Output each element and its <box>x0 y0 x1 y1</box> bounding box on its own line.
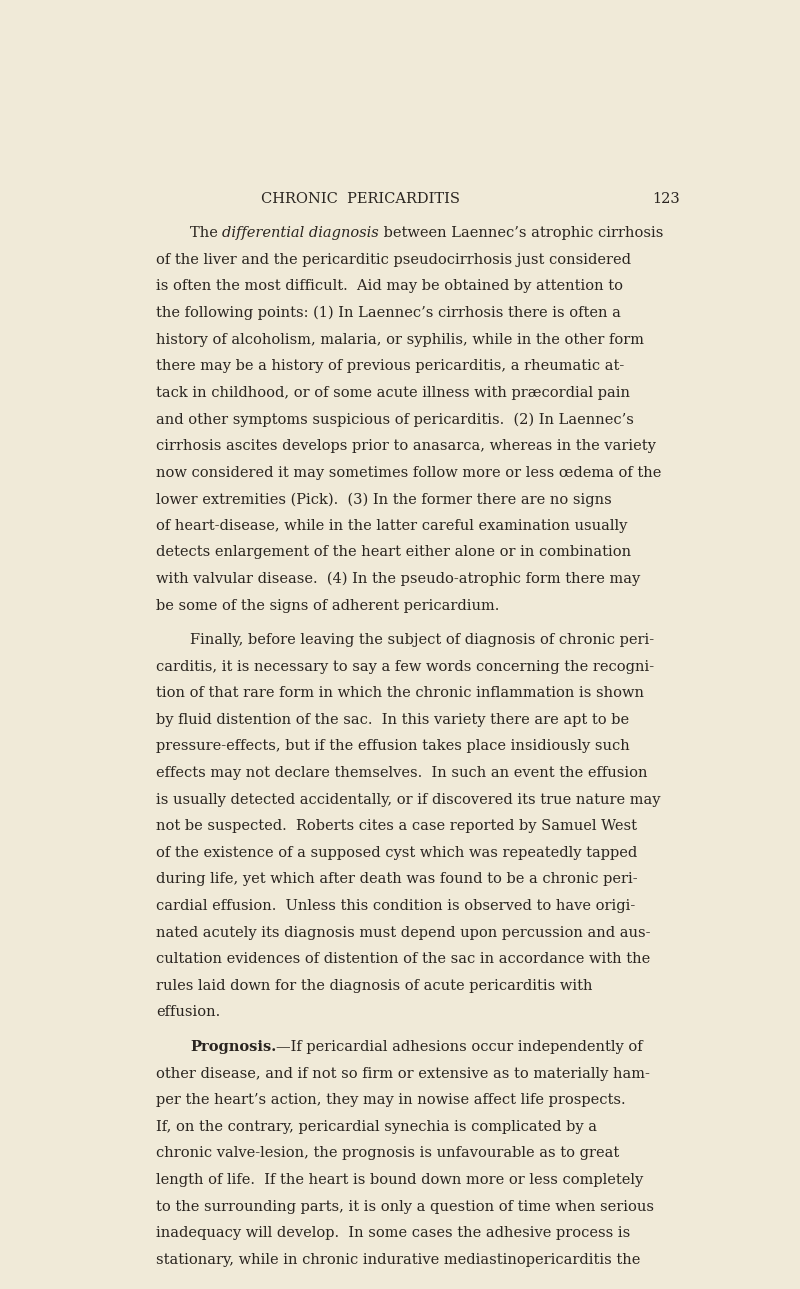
Text: Prognosis.: Prognosis. <box>190 1040 276 1054</box>
Text: of the existence of a supposed cyst which was repeatedly tapped: of the existence of a supposed cyst whic… <box>156 846 637 860</box>
Text: Finally, before leaving the subject of diagnosis of chronic peri-: Finally, before leaving the subject of d… <box>190 633 654 647</box>
Text: effusion.: effusion. <box>156 1005 220 1020</box>
Text: not be suspected.  Roberts cites a case reported by Samuel West: not be suspected. Roberts cites a case r… <box>156 820 637 833</box>
Text: carditis, it is necessary to say a few words concerning the recogni-: carditis, it is necessary to say a few w… <box>156 660 654 674</box>
Text: there may be a history of previous pericarditis, a rheumatic at-: there may be a history of previous peric… <box>156 360 624 373</box>
Text: length of life.  If the heart is bound down more or less completely: length of life. If the heart is bound do… <box>156 1173 643 1187</box>
Text: stationary, while in chronic indurative mediastinopericarditis the: stationary, while in chronic indurative … <box>156 1253 640 1267</box>
Text: during life, yet which after death was found to be a chronic peri-: during life, yet which after death was f… <box>156 873 638 887</box>
Text: 123: 123 <box>652 192 680 206</box>
Text: differential diagnosis: differential diagnosis <box>222 226 379 240</box>
Text: cultation evidences of distention of the sac in accordance with the: cultation evidences of distention of the… <box>156 953 650 967</box>
Text: the following points: (1) In Laennec’s cirrhosis there is often a: the following points: (1) In Laennec’s c… <box>156 305 621 321</box>
Text: If, on the contrary, pericardial synechia is complicated by a: If, on the contrary, pericardial synechi… <box>156 1120 597 1134</box>
Text: tack in childhood, or of some acute illness with præcordial pain: tack in childhood, or of some acute illn… <box>156 385 630 400</box>
Text: is often the most difficult.  Aid may be obtained by attention to: is often the most difficult. Aid may be … <box>156 280 622 294</box>
Text: pressure-effects, but if the effusion takes place insidiously such: pressure-effects, but if the effusion ta… <box>156 740 630 754</box>
Text: lower extremities (Pick).  (3) In the former there are no signs: lower extremities (Pick). (3) In the for… <box>156 492 611 507</box>
Text: effects may not declare themselves.  In such an event the effusion: effects may not declare themselves. In s… <box>156 766 647 780</box>
Text: cardial effusion.  Unless this condition is observed to have origi-: cardial effusion. Unless this condition … <box>156 900 635 913</box>
Text: CHRONIC  PERICARDITIS: CHRONIC PERICARDITIS <box>261 192 460 206</box>
Text: detects enlargement of the heart either alone or in combination: detects enlargement of the heart either … <box>156 545 631 559</box>
Text: nated acutely its diagnosis must depend upon percussion and aus-: nated acutely its diagnosis must depend … <box>156 926 650 940</box>
Text: by fluid distention of the sac.  In this variety there are apt to be: by fluid distention of the sac. In this … <box>156 713 629 727</box>
Text: now considered it may sometimes follow more or less œdema of the: now considered it may sometimes follow m… <box>156 465 661 480</box>
Text: inadequacy will develop.  In some cases the adhesive process is: inadequacy will develop. In some cases t… <box>156 1226 630 1240</box>
Text: with valvular disease.  (4) In the pseudo-atrophic form there may: with valvular disease. (4) In the pseudo… <box>156 572 640 586</box>
Text: and other symptoms suspicious of pericarditis.  (2) In Laennec’s: and other symptoms suspicious of pericar… <box>156 412 634 427</box>
Text: rules laid down for the diagnosis of acute pericarditis with: rules laid down for the diagnosis of acu… <box>156 978 592 993</box>
Text: chronic valve-lesion, the prognosis is unfavourable as to great: chronic valve-lesion, the prognosis is u… <box>156 1146 619 1160</box>
Text: is usually detected accidentally, or if discovered its true nature may: is usually detected accidentally, or if … <box>156 793 660 807</box>
Text: to the surrounding parts, it is only a question of time when serious: to the surrounding parts, it is only a q… <box>156 1200 654 1214</box>
Text: —If pericardial adhesions occur independently of: —If pericardial adhesions occur independ… <box>276 1040 642 1054</box>
Text: tion of that rare form in which the chronic inflammation is shown: tion of that rare form in which the chro… <box>156 686 644 700</box>
Text: The: The <box>190 226 222 240</box>
Text: of heart-disease, while in the latter careful examination usually: of heart-disease, while in the latter ca… <box>156 518 627 532</box>
Text: per the heart’s action, they may in nowise affect life prospects.: per the heart’s action, they may in nowi… <box>156 1093 626 1107</box>
Text: between Laennec’s atrophic cirrhosis: between Laennec’s atrophic cirrhosis <box>379 226 663 240</box>
Text: cirrhosis ascites develops prior to anasarca, whereas in the variety: cirrhosis ascites develops prior to anas… <box>156 440 656 452</box>
Text: other disease, and if not so firm or extensive as to materially ham-: other disease, and if not so firm or ext… <box>156 1066 650 1080</box>
Text: be some of the signs of adherent pericardium.: be some of the signs of adherent pericar… <box>156 598 499 612</box>
Text: history of alcoholism, malaria, or syphilis, while in the other form: history of alcoholism, malaria, or syphi… <box>156 333 644 347</box>
Text: of the liver and the pericarditic pseudocirrhosis just considered: of the liver and the pericarditic pseudo… <box>156 253 630 267</box>
